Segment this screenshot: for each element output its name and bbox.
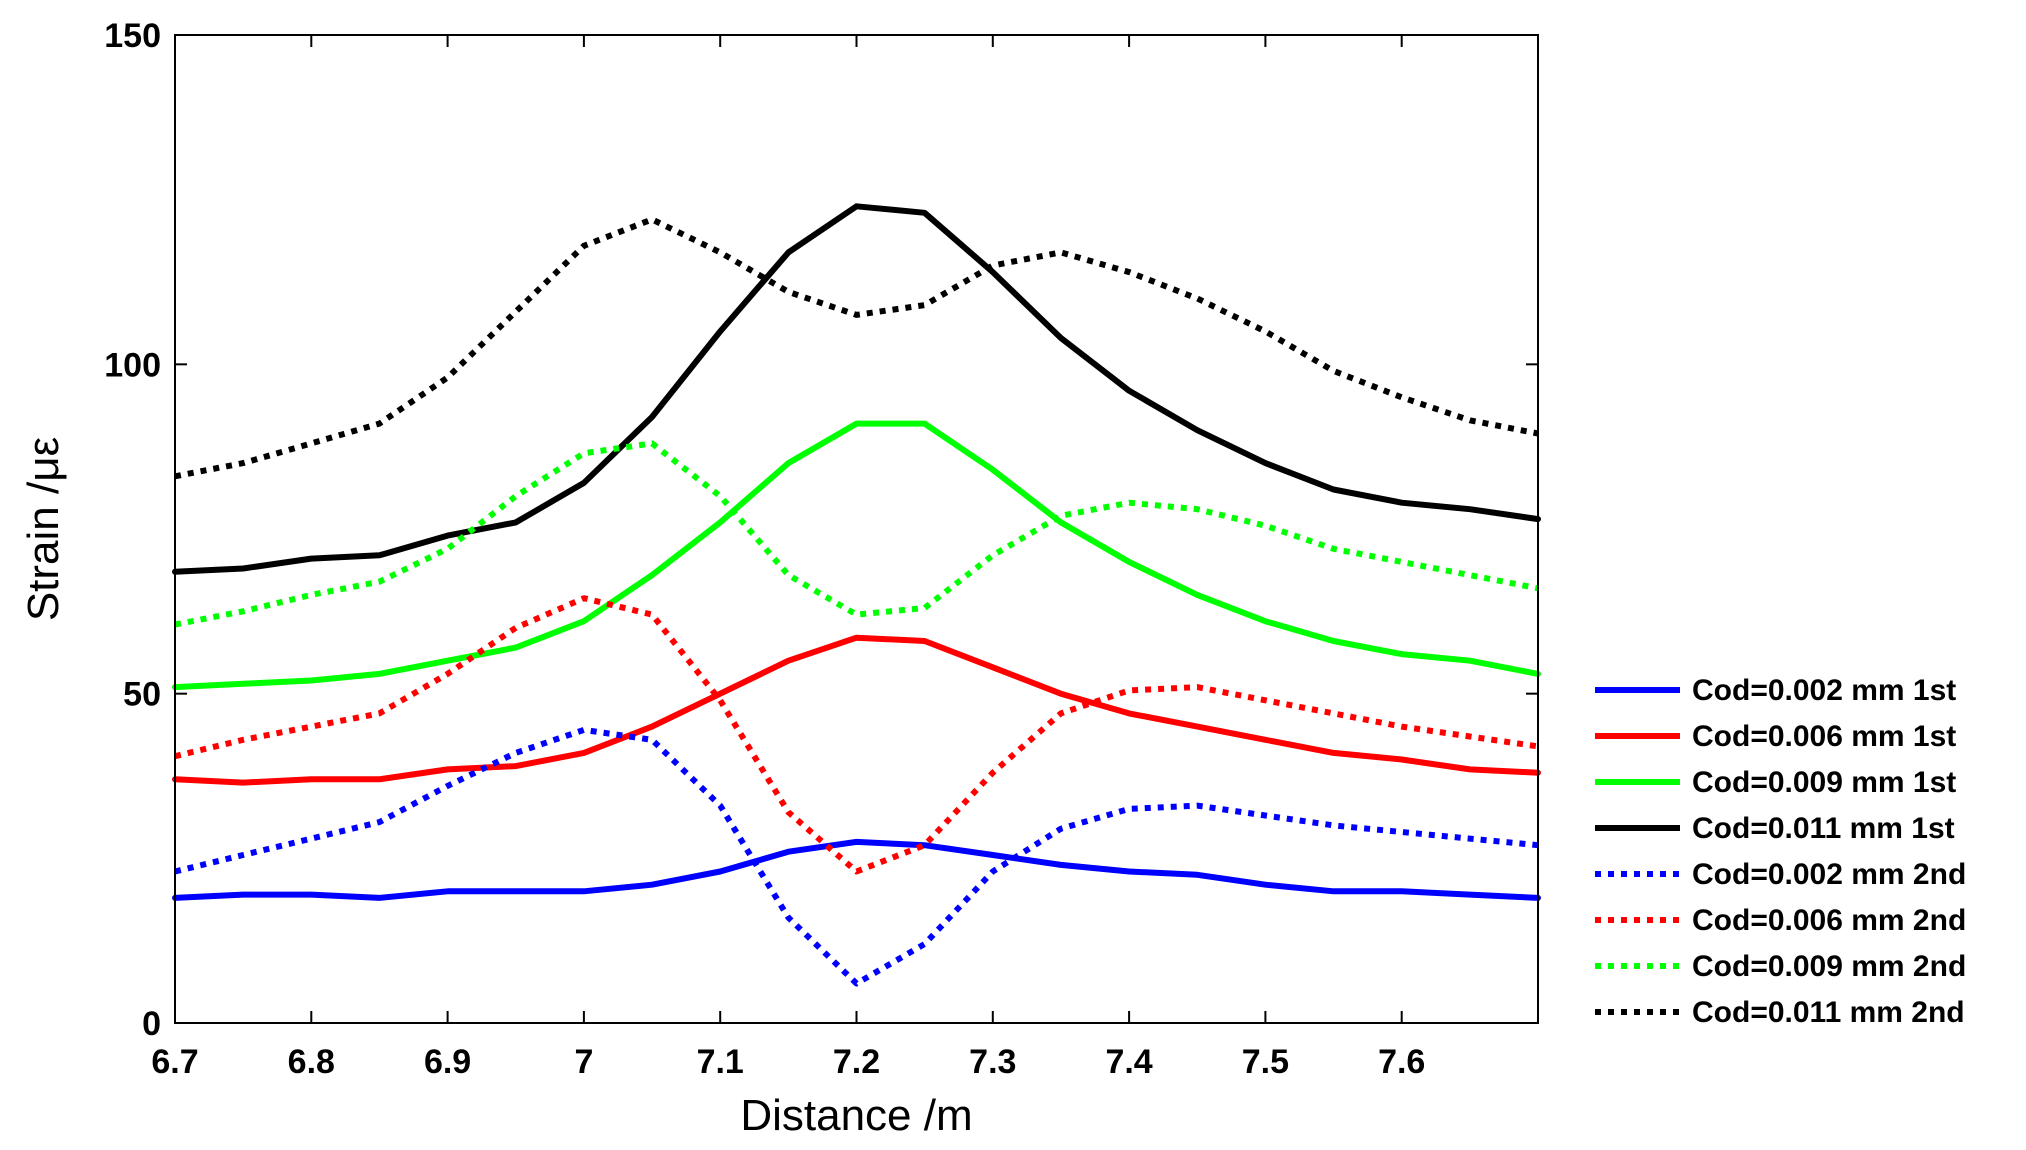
legend-label: Cod=0.009 mm 2nd: [1692, 950, 1966, 983]
legend-label: Cod=0.011 mm 1st: [1692, 812, 1955, 845]
y-tick-label: 0: [142, 1005, 161, 1043]
series-line-8: [174, 216, 1539, 480]
legend-label: Cod=0.006 mm 1st: [1692, 720, 1956, 753]
series-line-1: [172, 838, 1541, 901]
legend-label: Cod=0.009 mm 1st: [1692, 766, 1956, 799]
series-line-7: [174, 440, 1539, 628]
x-tick-label: 7.1: [697, 1043, 744, 1081]
x-tick-label: 7: [574, 1043, 593, 1081]
x-tick-label: 7.5: [1242, 1043, 1289, 1081]
legend-label: Cod=0.002 mm 2nd: [1692, 858, 1966, 891]
legend-label: Cod=0.011 mm 2nd: [1692, 996, 1965, 1029]
x-tick-label: 6.8: [288, 1043, 335, 1081]
series-line-3: [172, 420, 1541, 691]
x-tick-label: 7.2: [833, 1043, 880, 1081]
series-layer: [172, 203, 1541, 987]
y-axis: 0 50 100 150: [104, 17, 1538, 1043]
series-line-2: [172, 634, 1541, 786]
legend-label: Cod=0.002 mm 1st: [1692, 674, 1956, 707]
x-tick-label: 6.9: [424, 1043, 471, 1081]
legend: Cod=0.002 mm 1st Cod=0.006 mm 1st Cod=0.00…: [1595, 674, 1966, 1029]
x-tick-label: 7.6: [1378, 1043, 1425, 1081]
x-tick-label: 7.4: [1105, 1043, 1152, 1081]
series-line-6: [174, 595, 1539, 875]
series-line-5: [174, 726, 1539, 987]
y-axis-title: Strain /με: [19, 437, 68, 621]
y-tick-label: 100: [104, 346, 161, 384]
legend-label: Cod=0.006 mm 2nd: [1692, 904, 1966, 937]
x-axis: 6.7 6.8 6.9 7 7.1 7.2 7.3 7.4 7.5 7.6: [151, 35, 1425, 1081]
y-tick-label: 150: [104, 17, 161, 55]
series-line-4: [172, 203, 1541, 575]
y-tick-label: 50: [123, 676, 161, 714]
plot-area-frame: [174, 34, 1539, 1024]
x-tick-label: 6.7: [151, 1043, 198, 1081]
x-tick-label: 7.3: [969, 1043, 1016, 1081]
x-axis-title: Distance /m: [740, 1091, 972, 1140]
